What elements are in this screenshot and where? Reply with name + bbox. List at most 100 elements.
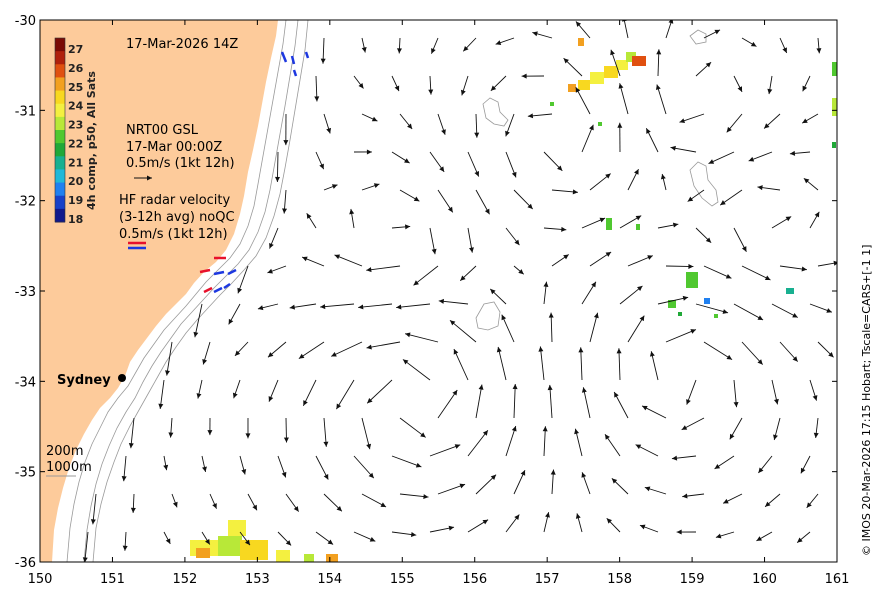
current-vector-head bbox=[501, 314, 507, 321]
current-vector bbox=[366, 265, 401, 271]
sst-patches bbox=[190, 38, 837, 562]
depth-200m-label: 200m bbox=[46, 444, 83, 459]
current-vector-head bbox=[234, 350, 241, 356]
current-vector-head bbox=[282, 208, 288, 214]
current-vector-head bbox=[267, 352, 274, 358]
current-vector bbox=[404, 333, 439, 343]
current-vector-head bbox=[561, 226, 567, 232]
current-vector-head bbox=[202, 358, 208, 365]
current-vector bbox=[92, 493, 97, 525]
current-vector bbox=[513, 384, 516, 419]
current-vector-head bbox=[649, 351, 655, 357]
current-vector-head bbox=[368, 472, 374, 479]
current-vector bbox=[703, 265, 732, 279]
x-tick-label: 150 bbox=[28, 572, 53, 587]
current-vector-head bbox=[168, 432, 174, 438]
current-vector-head bbox=[642, 405, 648, 411]
bathy-contour-200m bbox=[66, 20, 287, 562]
current-vector-head bbox=[518, 269, 524, 275]
current-vector-head bbox=[245, 433, 251, 439]
current-vector-head bbox=[482, 519, 489, 525]
island-outline bbox=[689, 29, 707, 45]
credit-text: © IMOS 20-Mar-2026 17:15 Hobart; Tscale=… bbox=[860, 245, 873, 556]
current-vector-head bbox=[714, 29, 721, 35]
current-vector-head bbox=[130, 507, 136, 513]
current-vector bbox=[575, 86, 591, 115]
bathy-contour-1000m-outer bbox=[92, 20, 309, 562]
current-vector-head bbox=[757, 315, 764, 320]
current-vector-head bbox=[639, 315, 645, 322]
current-vector-head bbox=[764, 123, 770, 129]
colorbar-swatch bbox=[55, 38, 65, 52]
current-vector-head bbox=[532, 31, 538, 37]
current-vector-head bbox=[165, 370, 170, 376]
current-vector bbox=[627, 315, 645, 343]
current-vector-head bbox=[404, 224, 411, 230]
seamount-outline-south bbox=[475, 301, 501, 331]
current-vector-head bbox=[319, 163, 324, 170]
seamount-outline bbox=[482, 97, 509, 127]
current-vector-head bbox=[452, 389, 458, 396]
current-vector bbox=[703, 341, 733, 360]
current-vector-head bbox=[460, 89, 466, 96]
current-vector bbox=[194, 303, 203, 338]
current-vector-head bbox=[802, 118, 808, 124]
current-vector-head bbox=[207, 430, 213, 436]
current-vector-head bbox=[527, 113, 534, 119]
current-vector bbox=[741, 341, 764, 365]
current-vector bbox=[497, 346, 507, 381]
current-vector-head bbox=[268, 396, 274, 402]
colorbar-tick-label: 23 bbox=[68, 119, 83, 132]
current-vector-head bbox=[163, 464, 169, 471]
current-vector-head bbox=[610, 49, 615, 56]
current-vector-head bbox=[635, 215, 642, 221]
current-vector-head bbox=[320, 304, 326, 310]
current-vector-head bbox=[302, 256, 308, 262]
current-vector-head bbox=[671, 455, 678, 461]
current-vector-head bbox=[639, 524, 646, 530]
current-vector-head bbox=[637, 285, 643, 292]
current-vector-head bbox=[237, 287, 243, 294]
current-vector bbox=[505, 425, 517, 457]
colorbar-tick-label: 27 bbox=[68, 43, 83, 56]
hf-radar-scale-label: 0.5m/s (1kt 12h) bbox=[119, 227, 228, 242]
current-vector-head bbox=[511, 426, 517, 432]
current-vector-head bbox=[800, 467, 806, 474]
current-vector-head bbox=[773, 398, 779, 405]
current-vector bbox=[429, 444, 461, 457]
current-vector bbox=[437, 389, 458, 419]
colorbar-tick-label: 20 bbox=[68, 175, 84, 188]
current-vector-head bbox=[813, 432, 819, 438]
colorbar-tick-label: 26 bbox=[68, 62, 84, 75]
current-vector-head bbox=[482, 430, 488, 436]
current-vector-head bbox=[792, 356, 798, 362]
current-vector bbox=[733, 303, 764, 321]
current-vector-head bbox=[545, 512, 550, 518]
colorbar-swatch bbox=[55, 156, 65, 170]
current-vector-head bbox=[512, 384, 518, 390]
current-vector-head bbox=[267, 268, 273, 274]
current-vector-head bbox=[575, 513, 581, 519]
current-vector-head bbox=[589, 124, 594, 131]
current-vector-head bbox=[758, 467, 764, 473]
current-vector-head bbox=[723, 498, 729, 504]
current-vector-head bbox=[660, 173, 666, 180]
current-vector-head bbox=[396, 304, 402, 310]
current-vector-head bbox=[575, 87, 581, 93]
colorbar-swatch bbox=[55, 90, 65, 105]
colorbar-tick-label: 21 bbox=[68, 156, 83, 169]
colorbar-swatch bbox=[55, 116, 65, 131]
colorbar-swatch bbox=[55, 208, 65, 223]
current-vector-head bbox=[428, 89, 434, 95]
colorbar-tick-label: 24 bbox=[68, 100, 84, 113]
current-vector bbox=[413, 265, 439, 286]
colorbar-title: 4h comp, p50, All Sats bbox=[85, 71, 98, 210]
current-vector-head bbox=[366, 443, 372, 450]
current-vector-head bbox=[828, 351, 834, 358]
current-vector-head bbox=[463, 45, 469, 52]
current-vector-head bbox=[672, 222, 679, 228]
current-vector-head bbox=[688, 263, 694, 269]
x-axis: 150 151 152 153 154 155 156 157 158 159 160 161 bbox=[28, 20, 849, 587]
current-vector-head bbox=[542, 426, 548, 432]
